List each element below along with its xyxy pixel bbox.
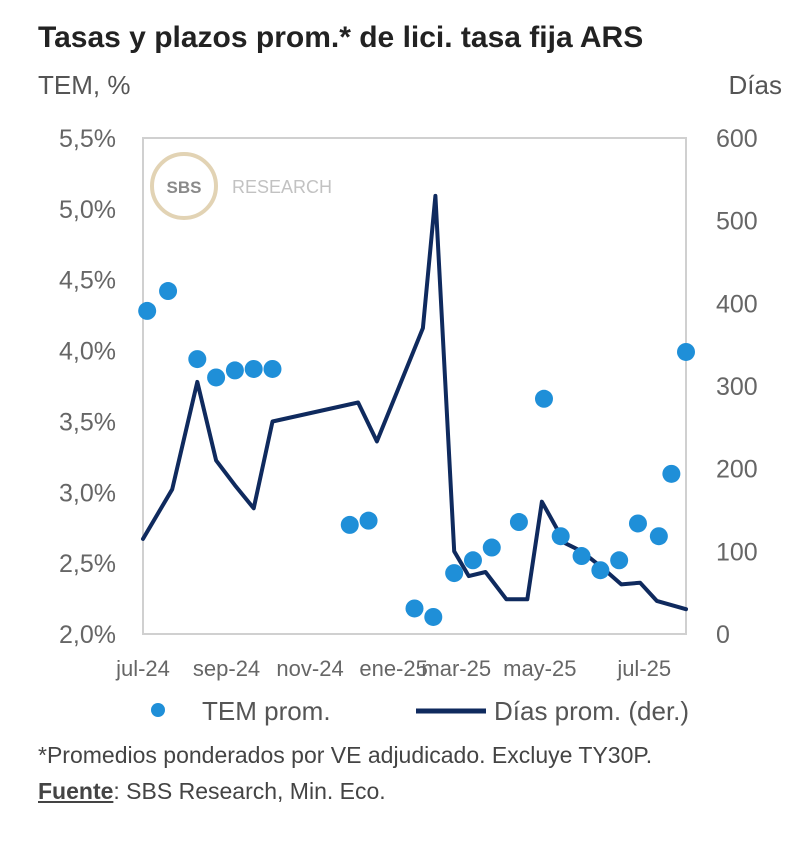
left-tick-label: 2,0% bbox=[59, 621, 116, 649]
left-tick-label: 3,0% bbox=[59, 479, 116, 507]
legend-dias-label: Días prom. (der.) bbox=[494, 696, 689, 726]
tem-point bbox=[509, 513, 528, 532]
legend: TEM prom. Días prom. (der.) bbox=[151, 696, 689, 726]
right-tick-label: 0 bbox=[716, 621, 730, 649]
tem-point bbox=[662, 464, 681, 483]
tem-point bbox=[463, 551, 482, 570]
left-tick-label: 2,5% bbox=[59, 550, 116, 578]
source-label: Fuente bbox=[38, 778, 114, 804]
left-tick-label: 5,0% bbox=[59, 196, 116, 224]
x-tick-label: mar-25 bbox=[421, 656, 491, 681]
tem-point bbox=[359, 511, 378, 530]
right-tick-label: 100 bbox=[716, 538, 758, 566]
right-tick-label: 200 bbox=[716, 456, 758, 484]
tem-point bbox=[405, 599, 424, 618]
tem-point bbox=[207, 368, 226, 387]
tem-point bbox=[188, 350, 207, 369]
left-tick-label: 5,5% bbox=[59, 125, 116, 153]
tem-point bbox=[340, 515, 359, 534]
x-tick-label: jul-25 bbox=[616, 656, 671, 681]
sbs-logo-ring bbox=[150, 152, 218, 220]
legend-dot-marker bbox=[151, 703, 165, 717]
tem-point bbox=[610, 551, 629, 570]
tem-point bbox=[591, 561, 610, 580]
x-tick-label: ene-25 bbox=[359, 656, 428, 681]
right-tick-label: 300 bbox=[716, 373, 758, 401]
tem-point bbox=[159, 282, 178, 301]
tem-point bbox=[263, 359, 282, 378]
tem-scatter-series bbox=[138, 282, 695, 626]
x-tick-label: sep-24 bbox=[193, 656, 260, 681]
left-tick-label: 4,5% bbox=[59, 267, 116, 295]
legend-tem-label: TEM prom. bbox=[202, 696, 331, 726]
left-axis-label: TEM, % bbox=[38, 70, 130, 100]
tem-point bbox=[244, 359, 263, 378]
footnote: *Promedios ponderados por VE adjudicado.… bbox=[38, 742, 653, 768]
tem-point bbox=[445, 564, 464, 583]
plot-frame bbox=[142, 137, 687, 635]
right-tick-label: 600 bbox=[716, 125, 758, 153]
watermark-label: RESEARCH bbox=[232, 177, 332, 197]
x-tick-label: jul-24 bbox=[115, 656, 170, 681]
chart-title: Tasas y plazos prom.* de lici. tasa fija… bbox=[38, 21, 643, 54]
tem-point bbox=[677, 342, 695, 361]
tem-point bbox=[138, 301, 157, 320]
sbs-logo-text: SBS bbox=[167, 178, 202, 197]
source-line: Fuente: SBS Research, Min. Eco. bbox=[38, 778, 386, 805]
dias-line-series bbox=[141, 193, 688, 612]
source-text: : SBS Research, Min. Eco. bbox=[113, 778, 386, 804]
left-tick-label: 3,5% bbox=[59, 408, 116, 436]
x-tick-label: nov-24 bbox=[276, 656, 343, 681]
tem-point bbox=[572, 547, 591, 566]
left-tick-label: 4,0% bbox=[59, 338, 116, 366]
tem-point bbox=[551, 527, 570, 546]
right-axis-ticks: 600 500 400 300 200 100 0 bbox=[716, 125, 758, 649]
tem-point bbox=[649, 527, 668, 546]
tem-point bbox=[628, 514, 647, 533]
right-tick-label: 400 bbox=[716, 290, 758, 318]
tem-point bbox=[534, 389, 553, 408]
dias-prom-line bbox=[141, 193, 688, 612]
right-axis-label: Días bbox=[729, 70, 782, 100]
x-tick-label: may-25 bbox=[503, 656, 576, 681]
right-tick-label: 500 bbox=[716, 208, 758, 236]
left-axis-ticks: 5,5% 5,0% 4,5% 4,0% 3,5% 3,0% 2,5% 2,0% bbox=[59, 125, 116, 649]
sbs-research-watermark: SBS RESEARCH bbox=[150, 152, 332, 220]
tem-point bbox=[424, 607, 443, 626]
tem-point bbox=[482, 538, 501, 557]
tem-point bbox=[225, 361, 244, 380]
